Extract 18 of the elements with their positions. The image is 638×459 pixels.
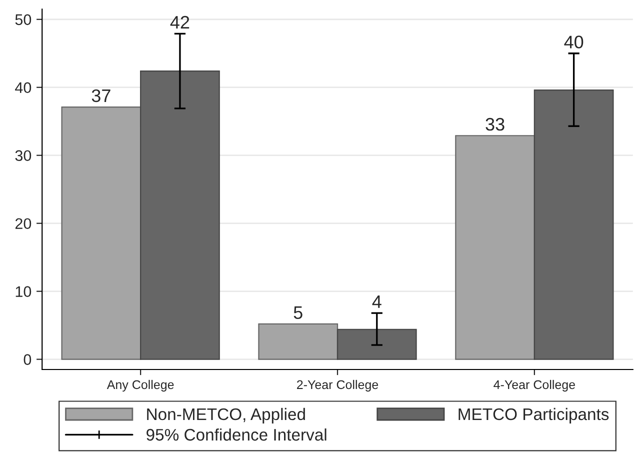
data-label: 37 (92, 89, 110, 102)
data-label: 33 (486, 118, 504, 131)
data-label: 42 (170, 16, 190, 29)
y-tick-label: 30 (15, 150, 32, 162)
y-tick-label: 20 (15, 218, 32, 230)
y-tick-label: 50 (15, 14, 32, 26)
y-tick-label: 40 (15, 82, 32, 94)
x-tick-label: 4-Year College (494, 380, 575, 392)
y-tick-label: 0 (24, 354, 32, 365)
legend-label: METCO Participants (458, 408, 609, 424)
x-tick-label: Any College (106, 380, 174, 392)
text: 95% Confidence Interval (146, 428, 326, 441)
legend-label: Non-METCO, Applied (147, 408, 305, 424)
y-tick-label: 10 (16, 286, 32, 297)
x-tick-label: 2-Year College (297, 380, 378, 392)
data-label: 40 (564, 36, 584, 48)
data-label: 5 (294, 306, 302, 319)
data-label: 4 (372, 296, 382, 308)
